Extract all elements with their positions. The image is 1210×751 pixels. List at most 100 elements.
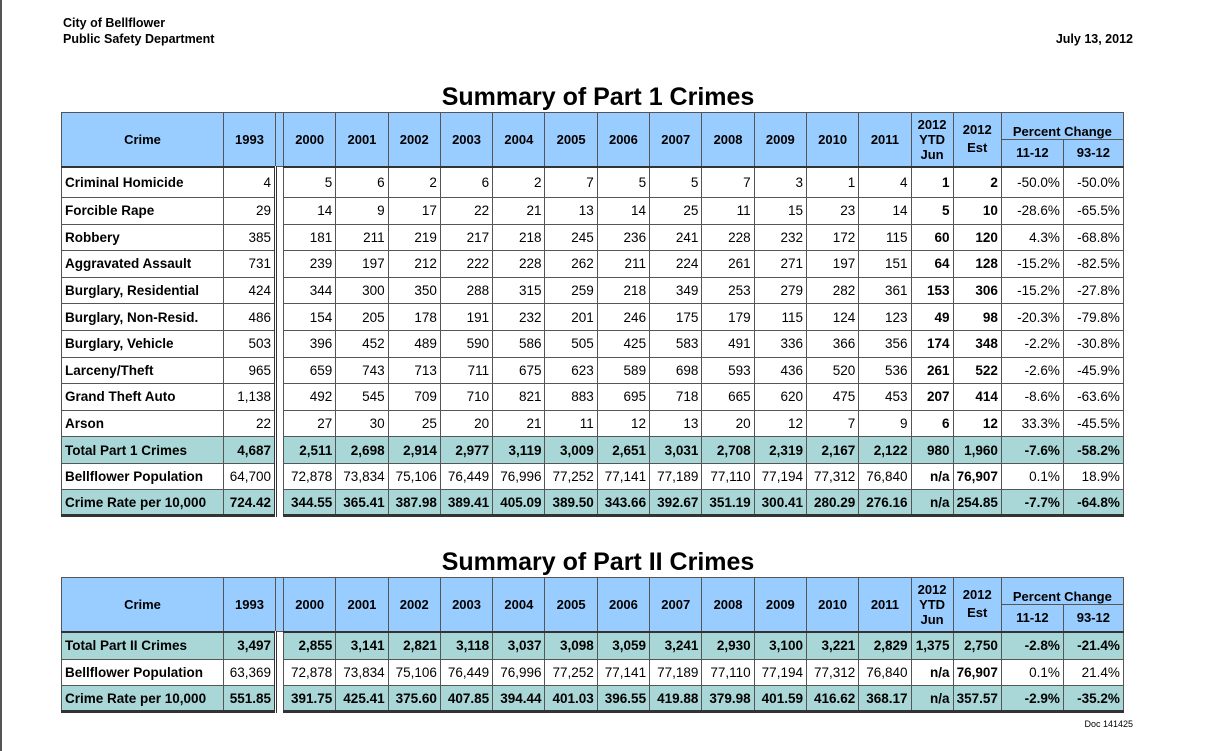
- year-value-cell: 2,708: [701, 436, 755, 465]
- year-value-cell: 344.55: [282, 489, 337, 518]
- crime-rate-row: Crime Rate per 10,000 551.85 391.75 425.41 3…: [61, 685, 1124, 713]
- pct-change-11-12-cell: -2.9%: [1000, 685, 1064, 713]
- est-value-cell: 522: [952, 356, 1002, 385]
- crime-name-cell: Robbery: [61, 223, 224, 252]
- year-column-header: 2010: [805, 577, 860, 632]
- est-value-cell: 76,907: [952, 659, 1002, 686]
- year-value-cell: 123: [858, 303, 912, 331]
- year-value-cell: 217: [439, 223, 494, 252]
- pct-change-11-12-cell: -8.6%: [1000, 383, 1064, 411]
- year-value-cell: 1: [805, 165, 860, 198]
- ytd-value-cell: 261: [910, 356, 954, 385]
- year-value-cell: 63,369: [223, 659, 276, 686]
- year-value-cell: 3,100: [753, 630, 807, 660]
- year-value-cell: 14: [596, 197, 651, 225]
- est-header-line: Est: [967, 605, 988, 621]
- year-value-cell: 77,189: [649, 659, 703, 686]
- year-value-cell: 15: [753, 197, 807, 225]
- year-value-cell: 253: [701, 276, 755, 305]
- pct-change-11-12-cell: 33.3%: [1000, 409, 1064, 438]
- pct-change-11-12-cell: 4.3%: [1000, 223, 1064, 252]
- ytd-header-line: 2012: [917, 116, 947, 132]
- pct-change-93-12-cell: -82.5%: [1062, 250, 1124, 278]
- year-column-header: 2005: [544, 577, 598, 632]
- year-value-cell: 77,194: [753, 659, 807, 686]
- year-value-cell: 620: [753, 383, 807, 411]
- year-value-cell: 73,834: [335, 463, 389, 491]
- year-value-cell: 222: [439, 250, 494, 278]
- crime-column-header: Crime: [61, 577, 224, 632]
- year-value-cell: 2,829: [858, 630, 912, 660]
- est-value-cell: 348: [952, 329, 1002, 358]
- year-value-cell: 396.55: [596, 685, 651, 713]
- population-row: Bellflower Population 64,700 72,878 73,834 7…: [61, 463, 1124, 491]
- year-value-cell: 77,141: [596, 463, 651, 491]
- year-value-cell: 665: [701, 383, 755, 411]
- year-value-cell: 300: [335, 276, 389, 305]
- year-value-cell: 2,914: [387, 436, 441, 465]
- pct-change-93-12-cell: -35.2%: [1062, 685, 1124, 713]
- year-value-cell: 13: [649, 409, 703, 438]
- year-value-cell: 392.67: [649, 489, 703, 518]
- column-divider: [274, 224, 284, 251]
- org-department: Public Safety Department: [63, 32, 215, 46]
- crime-name-cell: Grand Theft Auto: [61, 383, 224, 411]
- year-column-header: 2000: [282, 112, 337, 167]
- year-value-cell: 419.88: [649, 685, 703, 713]
- year-value-cell: 623: [544, 356, 598, 385]
- percent-change-header: Percent Change: [1000, 112, 1124, 140]
- year-value-cell: 396: [282, 329, 337, 358]
- year-value-cell: 21: [492, 197, 546, 225]
- year-value-cell: 212: [387, 250, 441, 278]
- year-value-cell: 75,106: [387, 463, 441, 491]
- percent-change-header: Percent Change: [1000, 577, 1124, 605]
- ytd-header-line: YTD: [919, 596, 946, 612]
- year-value-cell: 3,009: [544, 436, 598, 465]
- year-value-cell: 191: [439, 303, 494, 331]
- ytd-value-cell: 153: [910, 276, 954, 305]
- crime-row: Criminal Homicide 4 5 6 2 6 2 7 5 5 7 3 1 4 1 2 -50.0% -5…: [61, 165, 1124, 198]
- year-value-cell: 505: [544, 329, 598, 358]
- year-value-cell: 2,122: [858, 436, 912, 465]
- year-value-cell: 232: [492, 303, 546, 331]
- pct-change-11-12-cell: -28.6%: [1000, 197, 1064, 225]
- year-value-cell: 271: [753, 250, 807, 278]
- year-value-cell: 77,194: [753, 463, 807, 491]
- year-column-header: 2006: [596, 577, 651, 632]
- year-value-cell: 492: [282, 383, 337, 411]
- year-value-cell: 76,840: [858, 463, 912, 491]
- crime-name-cell: Total Part II Crimes: [61, 630, 224, 660]
- year-value-cell: 2,977: [439, 436, 494, 465]
- pct-change-93-12-cell: -45.5%: [1062, 409, 1124, 438]
- year-value-cell: 2: [387, 165, 441, 198]
- year-value-cell: 22: [439, 197, 494, 225]
- year-value-cell: 713: [387, 356, 441, 385]
- year-column-header: 2009: [753, 112, 807, 167]
- year-value-cell: 343.66: [596, 489, 651, 518]
- pct-change-93-12-cell: -45.9%: [1062, 356, 1124, 385]
- column-divider: [274, 357, 284, 384]
- year-value-cell: 178: [387, 303, 441, 331]
- year-column-header: 2008: [701, 577, 755, 632]
- table-header-row: Crime 1993 2000 2001 2002 2003 2004 2005 2006 200…: [61, 112, 1124, 167]
- year-value-cell: 280.29: [805, 489, 860, 518]
- ytd-value-cell: 980: [910, 436, 954, 465]
- pct-change-11-12-cell: 0.1%: [1000, 659, 1064, 686]
- crime-row: Arson 22 27 30 25 20 21 11 12 13 20 12 7 9 6 12 33.3% -45…: [61, 409, 1124, 438]
- year-value-cell: 20: [701, 409, 755, 438]
- year-value-cell: 3,031: [649, 436, 703, 465]
- pct-change-11-12-cell: -7.7%: [1000, 489, 1064, 518]
- year-value-cell: 361: [858, 276, 912, 305]
- year-value-cell: 197: [335, 250, 389, 278]
- year-value-cell: 76,840: [858, 659, 912, 686]
- year-value-cell: 197: [805, 250, 860, 278]
- year-value-cell: 659: [282, 356, 337, 385]
- year-column-header: 2002: [387, 577, 441, 632]
- year-value-cell: 211: [335, 223, 389, 252]
- ytd-column-header: 2012 YTD Jun: [910, 112, 954, 167]
- year-value-cell: 64,700: [223, 463, 276, 491]
- year-value-cell: 27: [282, 409, 337, 438]
- org-name: City of Bellflower: [63, 16, 166, 30]
- column-divider: [274, 659, 284, 686]
- ytd-value-cell: 174: [910, 329, 954, 358]
